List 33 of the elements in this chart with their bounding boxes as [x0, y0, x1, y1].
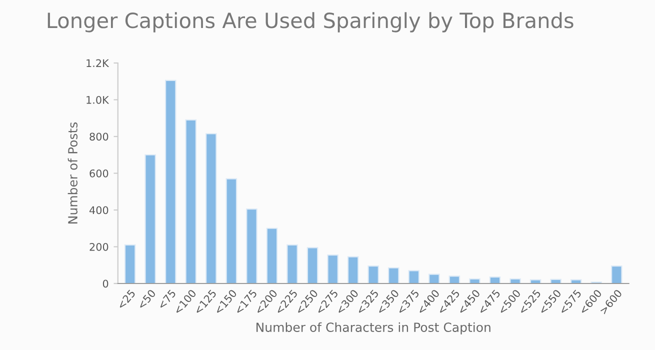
bar: [226, 178, 238, 284]
bar: [206, 133, 217, 284]
bar: [550, 278, 562, 284]
x-tick-label: <50: [137, 289, 156, 310]
bar: [306, 247, 318, 284]
y-axis-title: Number of Posts: [68, 122, 78, 224]
y-tick-label: 1.2K: [86, 59, 110, 67]
y-tick-label: 600: [90, 169, 108, 178]
bar: [266, 228, 278, 284]
bar: [489, 276, 501, 284]
bar: [164, 80, 176, 284]
bar: [246, 208, 258, 284]
bar: [368, 265, 379, 284]
bar: [469, 278, 480, 284]
bar: [448, 276, 460, 284]
bar: [611, 265, 622, 284]
y-tick-label: 400: [90, 206, 108, 214]
y-tick-label: 800: [90, 132, 108, 141]
bar: [286, 244, 298, 284]
bar: [428, 274, 440, 284]
y-tick-label: 200: [90, 242, 108, 251]
y-tick-label: 1.0K: [86, 96, 110, 104]
x-axis-title: Number of Characters in Post Caption: [256, 322, 490, 334]
bar: [408, 270, 420, 284]
bar: [347, 256, 359, 284]
bar: [185, 119, 197, 284]
bar: [327, 254, 338, 284]
bar: [124, 244, 136, 284]
y-tick-label: 0: [102, 280, 108, 288]
bar: [144, 154, 156, 284]
chart-title: Longer Captions Are Used Sparingly by Top Brands: [48, 12, 574, 32]
bar: [388, 267, 400, 284]
bar: [510, 278, 521, 284]
